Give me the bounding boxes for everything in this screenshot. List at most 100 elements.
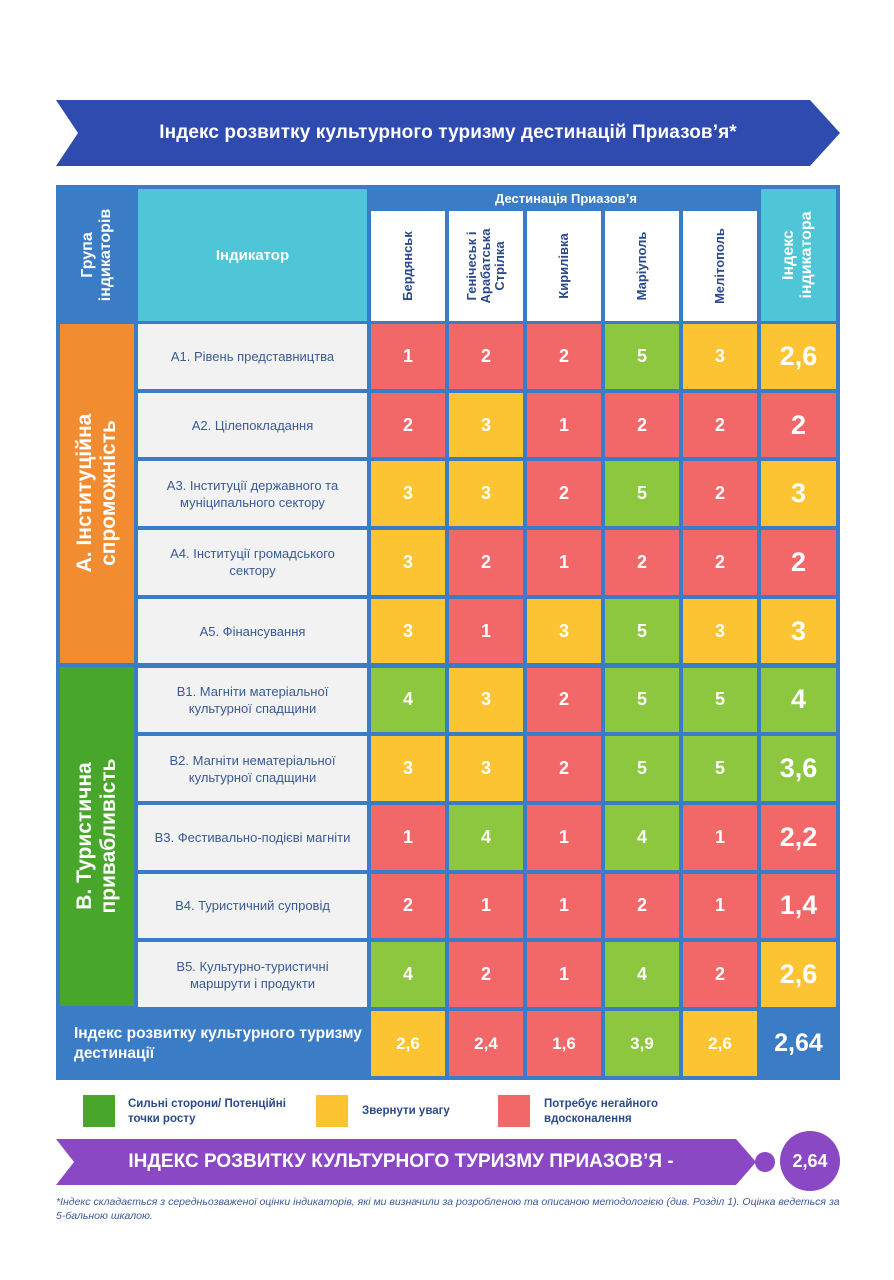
total-score-value: 2,6 <box>396 1033 420 1053</box>
group-a-label: А. Інституційна спроможність <box>73 413 120 573</box>
indicator-label: А3. Інституції державного та муніципальн… <box>166 477 339 510</box>
score-value: 5 <box>636 758 647 779</box>
indicator-cell: А3. Інституції державного та муніципальн… <box>138 461 367 527</box>
score-value: 1 <box>480 620 491 641</box>
score-value: 2 <box>402 414 413 435</box>
city-name: Маріуполь <box>634 231 649 301</box>
score-cell: 2 <box>683 530 757 595</box>
score-value: 2 <box>636 895 647 916</box>
indicator-index-cell: 2,6 <box>761 324 836 389</box>
score-cell: 5 <box>605 461 679 527</box>
indicator-label: А5. Фінансування <box>199 623 306 639</box>
footer-title: ІНДЕКС РОЗВИТКУ КУЛЬТУРНОГО ТУРИЗМУ ПРИА… <box>128 1151 674 1172</box>
score-value: 4 <box>636 964 647 985</box>
score-cell: 3 <box>371 461 445 527</box>
score-value: 4 <box>480 826 491 847</box>
score-cell: 2 <box>449 530 523 595</box>
indicator-index-cell: 3,6 <box>761 736 836 801</box>
indicator-label: В5. Культурно-туристичні маршрути і прод… <box>176 958 329 991</box>
total-score-value: 2,6 <box>708 1033 732 1053</box>
group-a-cell: А. Інституційна спроможність <box>60 324 134 663</box>
score-value: 3 <box>480 483 491 504</box>
score-cell: 3 <box>449 736 523 801</box>
total-score-cell: 1,6 <box>527 1011 601 1076</box>
indicator-index-value: 3 <box>790 615 807 646</box>
score-value: 5 <box>636 620 647 641</box>
legend-swatch-yellow <box>316 1095 348 1127</box>
city-header-berdiansk: Бердянськ <box>371 211 445 321</box>
score-value: 1 <box>402 345 413 366</box>
score-cell: 2 <box>683 392 757 458</box>
score-cell: 5 <box>605 598 679 664</box>
score-cell: 1 <box>527 942 601 1007</box>
score-cell: 2 <box>683 461 757 527</box>
banner-arrow-shape <box>56 100 840 166</box>
footer-value-circle: 2,64 <box>780 1131 840 1191</box>
indicator-label: А1. Рівень представництва <box>170 348 335 364</box>
indicator-label: В1. Магніти матеріальної культурної спад… <box>176 683 329 716</box>
score-cell: 5 <box>605 324 679 389</box>
indicator-index-cell: 2,6 <box>761 942 836 1007</box>
page-title: Індекс розвитку культурного туризму дест… <box>159 122 737 143</box>
score-cell: 1 <box>527 392 601 458</box>
footer-banner-shape <box>56 1139 756 1185</box>
score-cell: 1 <box>527 530 601 595</box>
score-cell: 1 <box>371 324 445 389</box>
indicator-cell: А4. Інституції громадського сектору <box>138 530 367 595</box>
score-value: 3 <box>402 758 413 779</box>
score-value: 1 <box>558 826 569 847</box>
indicator-index-value: 2,6 <box>779 340 818 371</box>
score-value: 2 <box>714 414 725 435</box>
score-value: 1 <box>558 895 569 916</box>
total-score-value: 3,9 <box>630 1033 654 1053</box>
score-value: 2 <box>558 483 569 504</box>
city-name: Бердянськ <box>400 231 415 301</box>
indicator-index-value: 3 <box>790 478 807 509</box>
score-value: 1 <box>402 826 413 847</box>
city-name: Мелітополь <box>712 228 727 304</box>
score-cell: 3 <box>371 530 445 595</box>
footer-dot <box>755 1152 775 1172</box>
score-cell: 2 <box>527 324 601 389</box>
city-header-mariupol: Маріуполь <box>605 211 679 321</box>
score-cell: 2 <box>371 392 445 458</box>
score-cell: 1 <box>449 598 523 664</box>
score-value: 3 <box>480 758 491 779</box>
indicator-cell: В2. Магніти нематеріальної культурної сп… <box>138 736 367 801</box>
legend-label-yellow: Звернути увагу <box>362 1105 450 1117</box>
indicator-index-value: 3,6 <box>779 753 818 784</box>
indicator-index-cell: 1,4 <box>761 873 836 939</box>
score-cell: 2 <box>527 461 601 527</box>
score-cell: 1 <box>683 873 757 939</box>
header-indicator: Індикатор <box>215 246 290 264</box>
indicator-label: А4. Інституції громадського сектору <box>170 546 335 579</box>
score-value: 5 <box>714 758 725 779</box>
score-value: 3 <box>480 414 491 435</box>
score-value: 4 <box>402 689 413 710</box>
score-cell: 2 <box>527 667 601 733</box>
score-value: 3 <box>714 345 725 366</box>
score-cell: 3 <box>371 736 445 801</box>
header-group: Група індикаторів <box>79 208 114 302</box>
score-value: 5 <box>636 483 647 504</box>
score-value: 4 <box>402 964 413 985</box>
score-value: 5 <box>714 689 725 710</box>
score-value: 1 <box>714 895 725 916</box>
indicator-index-cell: 4 <box>761 667 836 733</box>
score-value: 2 <box>480 551 491 572</box>
score-cell: 4 <box>605 804 679 870</box>
total-score-cell: 2,6 <box>683 1011 757 1076</box>
score-value: 2 <box>714 483 725 504</box>
score-cell: 5 <box>683 736 757 801</box>
header-index-cell: Індекс індикатора <box>761 189 836 321</box>
score-cell: 4 <box>371 942 445 1007</box>
score-cell: 4 <box>371 667 445 733</box>
score-value: 2 <box>714 964 725 985</box>
total-score-value: 2,4 <box>474 1033 498 1053</box>
indicator-index-value: 1,4 <box>779 890 818 921</box>
legend-label-green: Сильні сторони/ Потенційні точки росту <box>128 1098 286 1125</box>
score-value: 2 <box>558 758 569 779</box>
score-cell: 2 <box>449 942 523 1007</box>
score-cell: 2 <box>683 942 757 1007</box>
score-cell: 2 <box>449 324 523 389</box>
